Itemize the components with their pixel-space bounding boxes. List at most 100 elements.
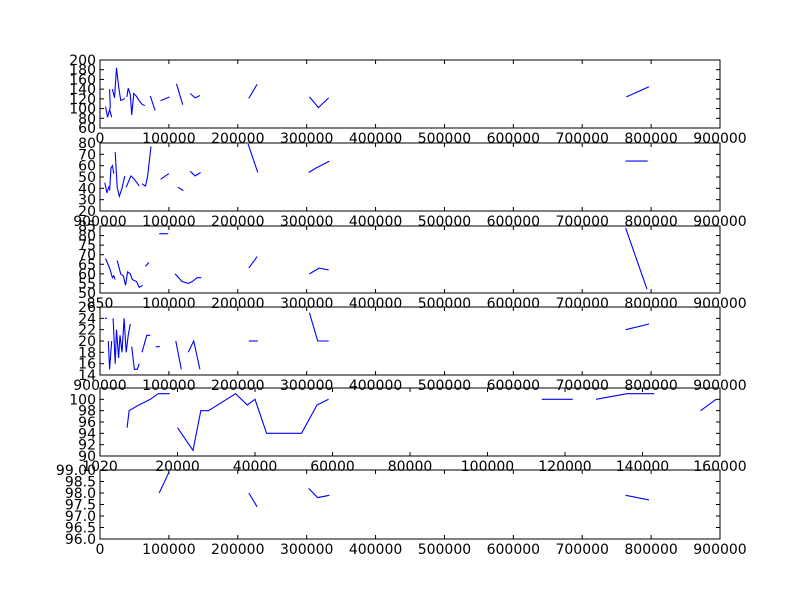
x-tick-label: 600000 — [487, 542, 540, 558]
y-tick-label: 80 — [78, 111, 96, 127]
y-tick-label: 92 — [78, 438, 96, 454]
x-tick-label: 0 — [96, 131, 105, 147]
y-tick-label: 85 — [78, 219, 96, 235]
series-line — [104, 258, 116, 280]
y-tick-label: 70 — [78, 147, 96, 163]
x-tick-label: 300000 — [280, 296, 333, 312]
x-tick-label: 400000 — [349, 542, 402, 558]
x-tick-label: 700000 — [555, 296, 608, 312]
y-tick-label: 50 — [78, 170, 96, 186]
y-tick-label: 100 — [69, 392, 96, 408]
series-line — [308, 96, 330, 109]
y-tick-label: 96.0 — [65, 532, 96, 548]
x-tick-label: 100000 — [142, 542, 195, 558]
x-tick-label: 500000 — [418, 542, 471, 558]
x-tick-label: 200000 — [211, 296, 264, 312]
y-tick-label: 100 — [69, 102, 96, 118]
series-line — [247, 143, 259, 173]
series-line — [126, 393, 170, 428]
x-tick-label: 900000 — [693, 542, 746, 558]
y-tick-label: 99.00 — [56, 463, 96, 479]
series-line — [104, 182, 110, 194]
series-line — [116, 260, 143, 289]
series-line — [626, 86, 650, 98]
series-line — [625, 227, 648, 290]
y-tick-label: 40 — [78, 181, 96, 197]
series-line — [174, 273, 202, 284]
series-line — [112, 318, 131, 364]
series-line — [160, 96, 170, 102]
y-tick-label: 24 — [78, 311, 96, 327]
series-line — [625, 494, 650, 501]
y-tick-label: 30 — [78, 193, 96, 209]
series-line — [107, 340, 113, 370]
axes-frame — [99, 59, 721, 129]
series-line — [189, 93, 201, 99]
series-line — [111, 67, 126, 101]
x-tick-label: 200000 — [211, 542, 264, 558]
series-line — [187, 339, 201, 370]
x-tick-label: 80000 — [388, 459, 433, 475]
y-tick-label: 26 — [78, 300, 96, 316]
x-tick-label: 300000 — [280, 378, 333, 394]
series-line — [109, 89, 111, 109]
y-tick-label: 98 — [78, 404, 96, 420]
series-line — [145, 262, 150, 267]
y-tick-label: 94 — [78, 426, 96, 442]
y-tick-label: 96 — [78, 415, 96, 431]
x-tick-label: 500000 — [418, 296, 471, 312]
series-line — [149, 95, 156, 111]
x-tick-label: 100000 — [461, 459, 514, 475]
x-tick-label: 800000 — [624, 378, 677, 394]
series-line — [126, 88, 146, 115]
y-tick-label: 14 — [78, 368, 96, 384]
x-tick-label: 120000 — [538, 459, 591, 475]
y-tick-label: 60 — [78, 267, 96, 283]
series-line — [308, 160, 330, 173]
series-line — [109, 164, 115, 191]
x-tick-label: 900000 — [693, 378, 746, 394]
y-tick-label: 60 — [78, 159, 96, 175]
x-tick-label: 500000 — [418, 378, 471, 394]
series-line — [114, 152, 126, 199]
series-line — [175, 340, 182, 370]
x-tick-label: 200000 — [211, 378, 264, 394]
series-line — [177, 186, 184, 192]
series-line — [309, 267, 329, 275]
subplot-3: 850 100000 200000 300000 400000 500000 600000 7… — [78, 219, 747, 312]
series-line — [625, 323, 650, 331]
subplot-4: 900000 100000 200000 300000 400000 500000 6000… — [73, 300, 746, 394]
y-tick-label: 70 — [78, 248, 96, 264]
x-tick-label: 0 — [96, 542, 105, 558]
x-tick-label: 800000 — [624, 296, 677, 312]
x-tick-label: 60000 — [310, 459, 355, 475]
y-tick-label: 16 — [78, 357, 96, 373]
series-line — [189, 170, 201, 177]
y-tick-label: 80 — [78, 136, 96, 152]
y-tick-label: 65 — [78, 257, 96, 273]
x-tick-label: 900000 — [73, 378, 126, 394]
y-tick-label: 90 — [78, 449, 96, 465]
x-tick-label: 600000 — [487, 378, 540, 394]
y-tick-label: 180 — [69, 63, 96, 79]
y-tick-label: 97.0 — [65, 509, 96, 525]
series-line — [141, 334, 151, 353]
series-line — [595, 393, 655, 400]
series-line — [177, 393, 329, 452]
series-line — [248, 492, 258, 508]
series-line — [175, 83, 184, 105]
x-tick-label: 800000 — [624, 542, 677, 558]
y-tick-label: 20 — [78, 204, 96, 220]
y-tick-label: 98.5 — [65, 475, 96, 491]
x-tick-label: 400000 — [349, 378, 402, 394]
y-tick-label: 55 — [78, 276, 96, 292]
y-tick-label: 22 — [78, 323, 96, 339]
x-tick-label: 300000 — [280, 542, 333, 558]
x-tick-label: 40000 — [233, 459, 278, 475]
x-tick-label: 700000 — [555, 542, 608, 558]
series-line — [308, 312, 329, 342]
y-tick-label: 98.0 — [65, 486, 96, 502]
subplot-6: 0 100000 200000 300000 400000 500000 600000 700… — [56, 463, 747, 558]
y-tick-label: 97.5 — [65, 498, 96, 514]
